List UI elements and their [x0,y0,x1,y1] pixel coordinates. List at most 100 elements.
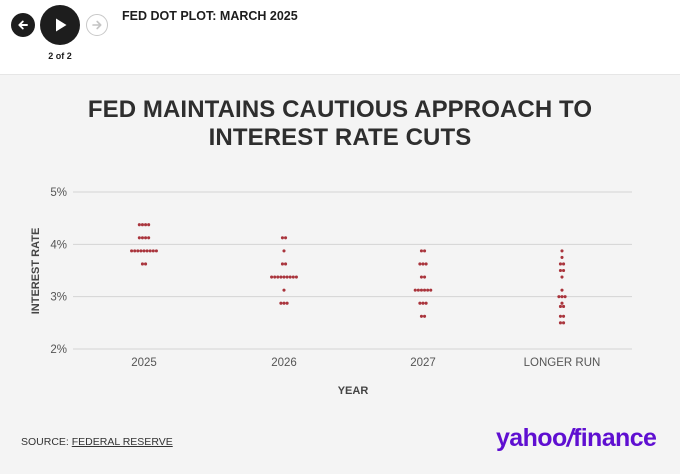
source-link[interactable]: FEDERAL RESERVE [71,436,173,448]
y-axis-label: INTEREST RATE [30,228,42,315]
chart-dot [429,288,433,292]
y-tick-label: 4% [50,239,67,251]
chart-dot [558,314,562,318]
chart-dot [130,249,134,253]
chart-dot [279,275,283,279]
chart-dot [562,268,566,273]
logo-slash: / [566,424,574,452]
chart-dot [145,249,149,253]
chart-dot [558,268,562,273]
chart-dot [282,301,286,305]
logo-text-finance: finance [572,424,657,452]
source-label: SOURCE: [21,436,72,448]
chart-dot [133,249,137,253]
headline-line-1: FED MAINTAINS CAUTIOUS APPROACH TO [87,96,593,123]
chart-dot [562,321,566,325]
chart-dot [273,275,277,279]
chart-dot [423,314,427,318]
chart-dot [557,295,561,299]
chart-headline: FED MAINTAINS CAUTIOUS APPROACH TO INTER… [40,96,640,152]
headline-line-2: INTEREST RATE CUTS [208,124,472,151]
dot-plot-chart: 2% 3% 4% 5% 2025 2026 2027 LONGER RUN YEAR INTERE… [30,187,632,397]
arrow-right-icon [92,20,102,30]
chart-dot [560,295,564,299]
chart-dot [413,288,417,292]
chart-dot [142,249,146,253]
chart-dot [147,236,151,240]
chart-dot [424,262,428,266]
chart-dot [288,275,292,279]
chart-dot [419,314,424,318]
chart-dot [294,275,298,279]
chart-dot [147,223,151,227]
source-note: SOURCE: FEDERAL RESERVE [21,436,173,448]
chart-dot [291,275,295,279]
chart-dot [282,249,286,253]
chart-dot [562,304,566,309]
chart-dot [144,223,148,227]
chart-dot [280,236,285,240]
chart-dot [285,301,289,305]
logo-text-yahoo: yahoo [496,424,567,452]
arrow-left-icon [18,20,28,30]
chart-dot [416,288,420,292]
slideshow-header: 2 of 2 FED DOT PLOT: MARCH 2025 [0,0,680,75]
chart-dot [282,288,286,292]
chart-dot [423,249,427,253]
chart-dot [418,262,422,266]
play-button[interactable] [40,5,80,45]
x-axis-label: YEAR [338,385,369,397]
chart-dot [424,301,428,305]
chart-dot [284,236,288,240]
chart-dot [284,262,288,266]
chart-dot [137,236,141,240]
chart-dot [560,288,564,292]
x-tick-label: LONGER RUN [524,357,601,369]
yahoo-finance-logo: yahoo/finance [496,424,657,453]
chart-dot [421,262,425,266]
slide-title: FED DOT PLOT: MARCH 2025 [122,9,298,23]
x-tick-label: 2026 [271,357,297,369]
chart-dot [563,295,567,299]
chart-dot [136,249,140,253]
x-tick-label: 2025 [131,357,157,369]
chart-dot [560,301,564,305]
chart-dot [558,321,562,325]
chart-dot [270,275,274,279]
chart-dot [140,223,144,227]
chart-dot [560,255,564,259]
chart-dot [282,275,286,279]
chart-dot [144,236,148,240]
chart-dot [140,262,144,266]
chart-dot [562,262,566,266]
chart-dot [558,304,562,309]
chart-dot [423,288,427,292]
chart-dot [419,288,424,292]
chart-dot [423,275,427,279]
chart-dot [419,249,424,253]
previous-button[interactable] [11,13,35,37]
chart-dot [560,249,564,253]
chart-dot [562,314,566,318]
chart-dot [419,275,424,279]
y-tick-label: 5% [50,187,67,199]
chart-dot [280,262,285,266]
chart-dot [151,249,155,253]
chart-dot [137,223,141,227]
chart-dot [279,301,283,305]
chart-dot [285,275,289,279]
next-button[interactable] [86,14,108,36]
x-tick-label: 2027 [410,357,436,369]
y-tick-label: 3% [50,292,67,304]
play-icon [56,18,67,32]
chart-dot [560,275,564,279]
chart-dot [154,249,158,253]
slide-counter: 2 of 2 [48,51,72,61]
chart-dot [426,288,430,292]
y-tick-label: 2% [50,344,67,356]
chart-dot [418,301,422,305]
chart-dot [148,249,152,253]
chart-dot [421,301,425,305]
chart-dot [276,275,280,279]
chart-dot [558,262,562,266]
